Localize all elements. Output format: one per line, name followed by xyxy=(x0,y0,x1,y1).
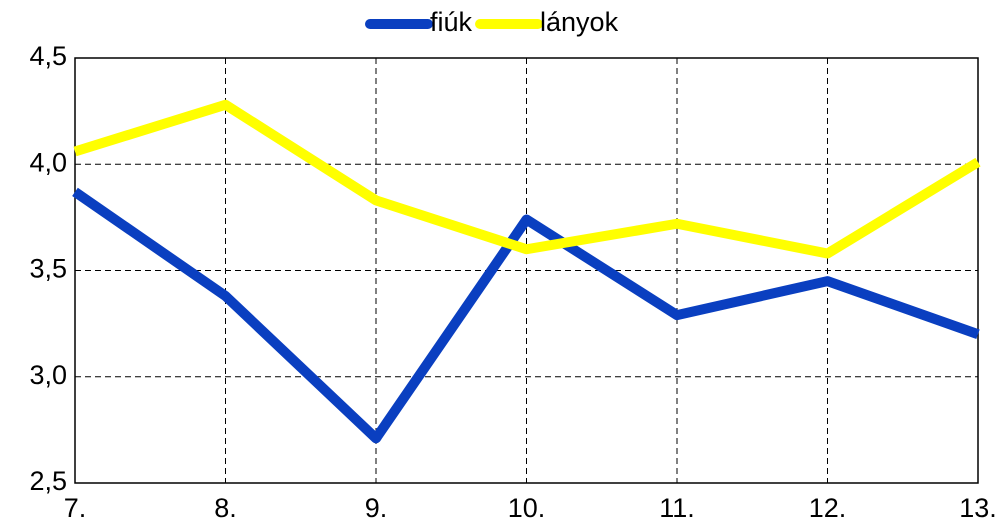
y-tick-label: 3,5 xyxy=(29,254,67,284)
legend-label: lányok xyxy=(540,7,619,37)
x-tick-label: 13. xyxy=(959,493,997,523)
legend-label: fiúk xyxy=(430,7,473,37)
y-tick-label: 4,0 xyxy=(29,147,67,177)
x-tick-label: 9. xyxy=(365,493,388,523)
y-tick-label: 3,0 xyxy=(29,360,67,390)
x-tick-label: 7. xyxy=(64,493,87,523)
y-tick-label: 2,5 xyxy=(29,466,67,496)
y-tick-label: 4,5 xyxy=(29,41,67,71)
series-line xyxy=(72,187,980,444)
x-tick-label: 11. xyxy=(659,493,695,523)
plot-frame xyxy=(74,57,979,484)
x-tick-label: 10. xyxy=(508,493,546,523)
x-tick-label: 8. xyxy=(214,493,237,523)
x-tick-label: 12. xyxy=(809,493,847,523)
series-line xyxy=(73,99,981,259)
